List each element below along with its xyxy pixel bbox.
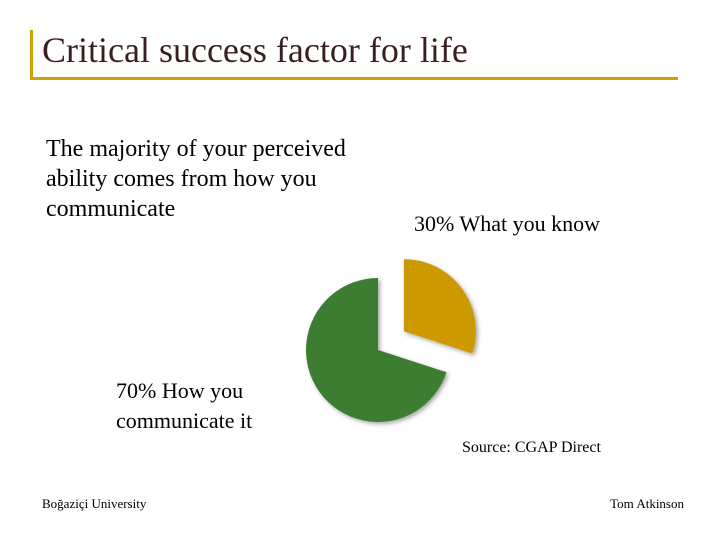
- footer-author: Tom Atkinson: [610, 496, 684, 511]
- title-underline: [30, 77, 678, 80]
- pie-slice-1: [306, 278, 447, 423]
- pie-slice-0: [403, 259, 476, 354]
- title-accent-bar: [30, 30, 33, 80]
- slide-title: Critical success factor for life: [42, 30, 468, 70]
- slice-label-how-you-communicate-line2: communicate it: [116, 408, 252, 433]
- slice-label-what-you-know: 30% What you know: [414, 211, 600, 236]
- footer-institution: Boğaziçi University: [42, 496, 147, 511]
- source-note: Source: CGAP Direct: [462, 439, 601, 456]
- body-text: The majority of your perceived ability c…: [46, 136, 346, 222]
- slice-label-how-you-communicate: 70% How you: [116, 378, 243, 403]
